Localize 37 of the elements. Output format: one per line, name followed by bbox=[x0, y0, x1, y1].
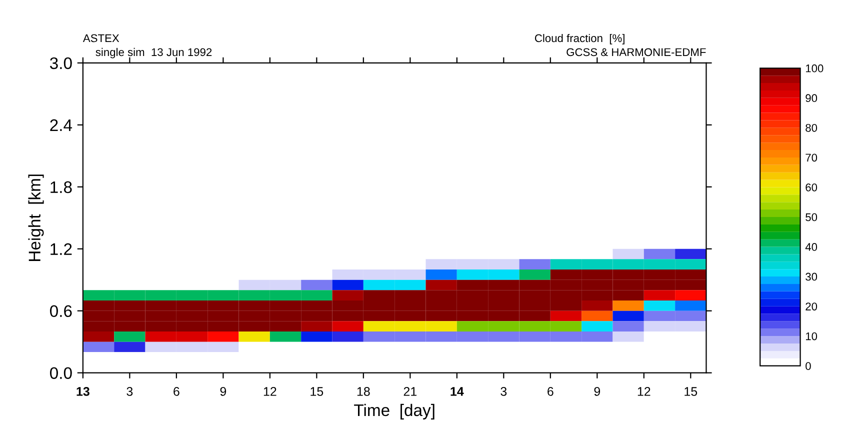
y-tick-label: 1.8 bbox=[50, 181, 72, 194]
x-axis-title: Time [day] bbox=[354, 404, 434, 420]
color-bar-label: 90 bbox=[806, 94, 818, 102]
chart-title: ASTEX bbox=[82, 34, 120, 42]
color-bar-label: 40 bbox=[805, 243, 818, 251]
text: GCSS & HARMONIE-EDMF bbox=[566, 48, 706, 56]
x-tick-label: 6 bbox=[548, 387, 554, 396]
y-tick-label: 3.0 bbox=[50, 57, 72, 70]
x-tick-label: 15 bbox=[310, 387, 324, 396]
x-tick-label: 9 bbox=[594, 387, 600, 396]
y-tick-label: 2.4 bbox=[50, 119, 72, 131]
x-tick-label: 12 bbox=[638, 387, 650, 396]
color-bar-label: 100 bbox=[806, 64, 824, 72]
color-bar-label: 10 bbox=[806, 332, 818, 340]
x-tick-label: 3 bbox=[126, 387, 133, 396]
x-tick-label: 12 bbox=[264, 387, 276, 396]
color-bar-label: 30 bbox=[806, 272, 818, 281]
x-tick-label: 14 bbox=[450, 387, 464, 396]
y-tick-label: 0.0 bbox=[50, 367, 72, 380]
color-bar-label: 20 bbox=[806, 302, 818, 310]
x-tick-label: 3 bbox=[500, 387, 507, 396]
x-tick-label: 21 bbox=[404, 387, 417, 396]
x-tick-label: 15 bbox=[684, 387, 698, 396]
x-tick-label: 9 bbox=[220, 387, 226, 396]
color-bar-label: 60 bbox=[806, 183, 818, 192]
color-bar-label: 80 bbox=[806, 124, 818, 132]
x-tick-label: 13 bbox=[76, 387, 90, 396]
x-tick-label: 18 bbox=[357, 387, 370, 396]
chart-subtitle: single sim 13 Jun 1992 bbox=[96, 48, 212, 58]
color-bar-title: Cloud fraction [%] bbox=[534, 34, 624, 44]
color-bar-label: 70 bbox=[806, 154, 818, 162]
y-tick-label: 1.2 bbox=[50, 243, 72, 255]
y-axis-title: Height [km] bbox=[28, 174, 44, 261]
color-bar-label: 0 bbox=[806, 362, 811, 370]
color-bar-label: 50 bbox=[806, 213, 818, 222]
y-tick-label: 0.6 bbox=[50, 305, 72, 318]
x-tick-label: 6 bbox=[174, 387, 180, 396]
